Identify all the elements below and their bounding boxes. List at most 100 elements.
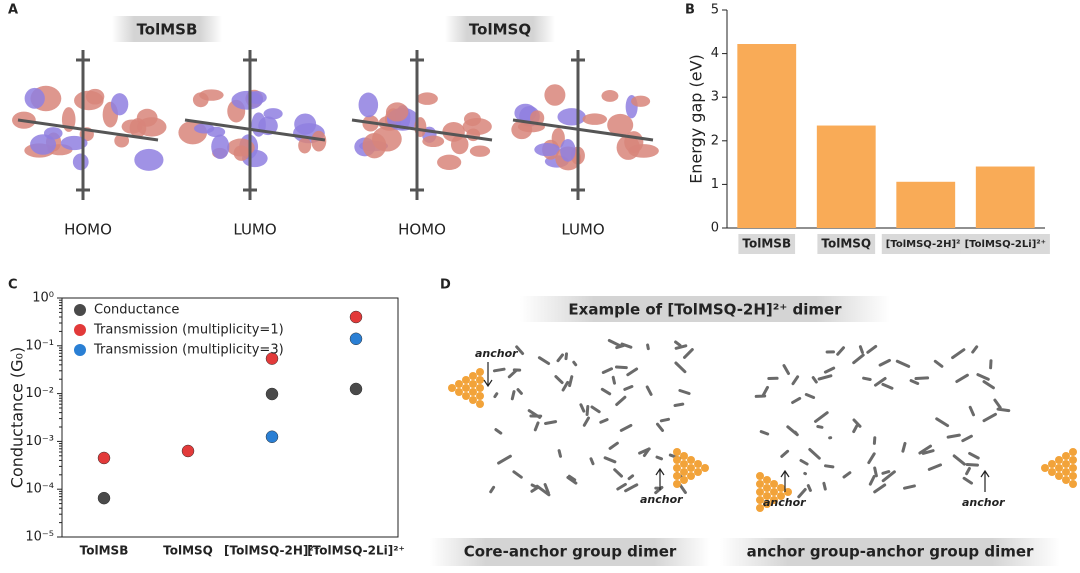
gold-atom bbox=[777, 484, 785, 492]
point bbox=[97, 491, 111, 505]
anchor-arrows bbox=[483, 362, 990, 492]
gold-atom bbox=[1062, 468, 1070, 476]
gold-atom bbox=[673, 472, 681, 480]
gold-atom bbox=[784, 488, 792, 496]
orbital-label: HOMO bbox=[398, 221, 446, 239]
molecule-skeleton bbox=[754, 344, 1011, 499]
molecule-frame bbox=[17, 50, 159, 200]
orbital-lobe bbox=[582, 113, 608, 125]
bar bbox=[737, 44, 797, 229]
panel-title: Example of [TolMSQ-2H]²⁺ dimer bbox=[568, 301, 842, 319]
gold-atom bbox=[687, 456, 695, 464]
point bbox=[349, 382, 363, 396]
orbital-lobe bbox=[362, 132, 387, 159]
orbital-lobe bbox=[114, 133, 130, 148]
orbital-lobe bbox=[233, 145, 250, 161]
caption: anchor group-anchor group dimer bbox=[747, 543, 1034, 561]
orbital-lobe bbox=[469, 145, 491, 157]
gold-atom bbox=[1055, 456, 1063, 464]
gold-atom bbox=[756, 472, 764, 480]
gold-atom bbox=[756, 480, 764, 488]
orbital-lobe bbox=[544, 84, 566, 106]
y-tick-label: 10⁰ bbox=[32, 291, 54, 306]
anchor-label: anchor bbox=[640, 493, 683, 506]
anchor-label: anchor bbox=[962, 496, 1005, 509]
gold-atom bbox=[1069, 448, 1077, 456]
x-tick-label: [TolMSQ-2Li]²⁺ bbox=[307, 544, 405, 558]
y-tick-label: 10⁻¹ bbox=[25, 338, 54, 353]
orbital-lobe bbox=[121, 119, 143, 134]
y-tick-label: 4 bbox=[711, 46, 719, 61]
gold-atom bbox=[756, 488, 764, 496]
orbital-lobe bbox=[464, 112, 481, 127]
label-box bbox=[112, 16, 222, 42]
gold-atom bbox=[756, 496, 764, 504]
orbital-label: LUMO bbox=[561, 221, 604, 239]
gold-atom bbox=[763, 476, 771, 484]
panel-label: D bbox=[440, 278, 451, 293]
orbital-lobe bbox=[134, 148, 164, 171]
orbital-lobe bbox=[85, 88, 105, 105]
x-tick-label: [TolMSQ-2H]²⁺ bbox=[886, 239, 966, 250]
orbital-lobe bbox=[206, 126, 226, 138]
y-axis-label: Conductance (G₀) bbox=[8, 347, 27, 488]
x-tick-label: [TolMSQ-2Li]²⁺ bbox=[965, 239, 1046, 250]
y-tick-label: 10⁻³ bbox=[25, 434, 54, 449]
orbital-lobe bbox=[511, 120, 533, 140]
molecule-skeleton bbox=[489, 339, 694, 497]
gold-atom bbox=[701, 464, 709, 472]
gold-atom bbox=[680, 452, 688, 460]
gold-atom bbox=[694, 460, 702, 468]
orbital-lobe bbox=[416, 92, 438, 105]
orbital-lobe bbox=[607, 113, 634, 137]
gold-atom bbox=[469, 380, 477, 388]
molecule-frame bbox=[351, 50, 493, 200]
molecule-frame bbox=[184, 50, 326, 200]
gold-atom bbox=[1062, 452, 1070, 460]
molecule-name: TolMSQ bbox=[469, 21, 531, 39]
point bbox=[181, 444, 195, 458]
orbital-lobe bbox=[251, 112, 266, 137]
y-tick-label: 5 bbox=[711, 3, 719, 18]
x-tick-label: TolMSB bbox=[80, 544, 129, 558]
orbital-lobe bbox=[211, 134, 230, 160]
gold-atom bbox=[680, 476, 688, 484]
gold-atom bbox=[756, 504, 764, 512]
orbital-lobe bbox=[60, 135, 88, 151]
legend-swatch bbox=[74, 344, 86, 356]
orbital-lobe bbox=[385, 102, 409, 122]
gold-atom bbox=[1069, 456, 1077, 464]
caption-box bbox=[720, 538, 1060, 566]
gold-atom bbox=[476, 400, 484, 408]
legend-swatch bbox=[74, 324, 86, 336]
label-box bbox=[738, 234, 796, 254]
point bbox=[349, 332, 363, 346]
plot-frame bbox=[61, 297, 399, 538]
gold-atom bbox=[1062, 476, 1070, 484]
gold-atom bbox=[770, 488, 778, 496]
orbital-lobe bbox=[560, 138, 576, 162]
legend-label: Conductance bbox=[94, 303, 179, 318]
label-box bbox=[817, 234, 876, 254]
panel-label: A bbox=[8, 3, 18, 18]
legend-label: Transmission (multiplicity=3) bbox=[93, 343, 284, 358]
orbital-lobe bbox=[557, 108, 586, 126]
gold-atom bbox=[1062, 460, 1070, 468]
point bbox=[97, 451, 111, 465]
gold-atom bbox=[476, 376, 484, 384]
orbital-lobe bbox=[311, 130, 327, 152]
gold-atom bbox=[673, 456, 681, 464]
molecule-frame bbox=[512, 50, 654, 200]
label-box bbox=[445, 16, 555, 42]
point bbox=[265, 387, 279, 401]
gold-atom bbox=[687, 472, 695, 480]
orbital-lobe bbox=[628, 144, 659, 158]
bar bbox=[896, 181, 956, 228]
y-tick-label: 10⁻⁴ bbox=[25, 482, 54, 497]
y-tick-label: 1 bbox=[711, 177, 719, 192]
orbital-lobe bbox=[192, 92, 209, 108]
y-tick-label: 10⁻² bbox=[25, 386, 54, 401]
caption-box bbox=[430, 538, 710, 566]
gold-atom bbox=[770, 496, 778, 504]
